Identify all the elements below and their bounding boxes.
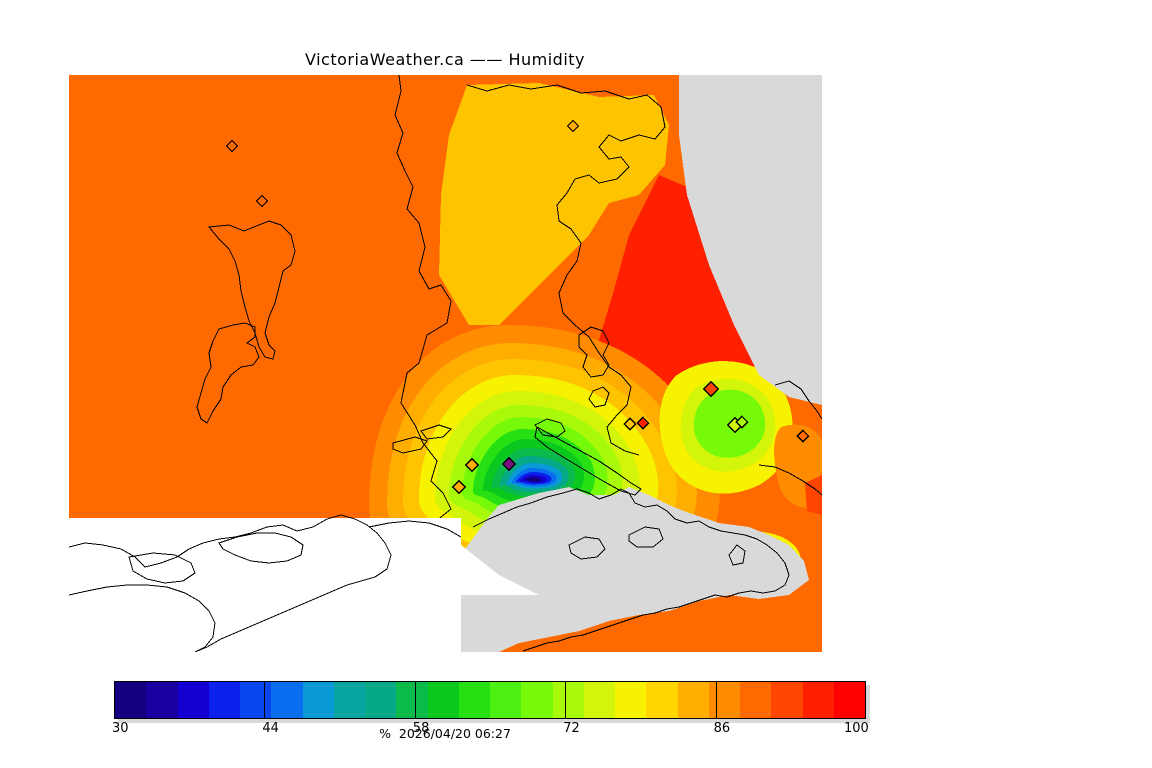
colorbar: 30 44 58 72 86 100	[112, 681, 870, 736]
coast-inlet-1	[578, 326, 610, 378]
coast-mainland-west	[394, 75, 452, 542]
coast-east-point	[774, 380, 822, 420]
colorbar-tick	[565, 681, 567, 719]
colorbar-band-6	[302, 682, 334, 718]
colorbar-band-5	[271, 682, 303, 718]
colorbar-band-4	[240, 682, 272, 718]
colorbar-band-11	[458, 682, 490, 718]
colorbar-band-1	[146, 682, 178, 718]
station-marker[interactable]	[566, 119, 580, 133]
colorbar-band-8	[365, 682, 397, 718]
colorbar-band-22	[802, 682, 834, 718]
colorbar-band-13	[521, 682, 553, 718]
coast-north-peninsula	[466, 84, 666, 456]
station-marker[interactable]	[225, 139, 239, 153]
coast-spit-3	[420, 424, 452, 440]
land-south-island	[389, 487, 809, 652]
coastlines-sw-overlay	[69, 514, 462, 652]
colorbar-band-19	[708, 682, 740, 718]
coast-east-shore	[758, 464, 822, 496]
ring-34-core	[525, 477, 542, 482]
coast-bay-2	[628, 526, 664, 548]
page-title: VictoriaWeather.ca —— Humidity	[304, 50, 586, 69]
colorbar-tick	[264, 681, 266, 719]
colorbar-band-7	[333, 682, 365, 718]
coast-spit-2	[534, 418, 566, 438]
coast-channel	[534, 426, 642, 496]
colorbar-band-14	[552, 682, 584, 718]
station-marker[interactable]	[464, 457, 480, 473]
colorbar-tick-label: 30	[112, 721, 129, 736]
station-marker[interactable]	[623, 417, 637, 431]
colorbar-tick-label: 86	[713, 721, 731, 736]
colorbar-tick-label: 44	[262, 721, 279, 736]
colorbar-band-10	[427, 682, 459, 718]
station-markers[interactable]	[225, 119, 810, 495]
humidity-contour-map[interactable]	[69, 75, 822, 652]
colorbar-band-21	[771, 682, 803, 718]
coast-spit-1	[392, 436, 428, 454]
colorbar-units-timestamp: % 2026/04/20 06:27	[379, 726, 511, 741]
colorbar-tick	[414, 681, 416, 719]
station-marker[interactable]	[735, 415, 749, 429]
colorbar-band-20	[740, 682, 772, 718]
colorbar-tick-label: 58	[412, 721, 430, 736]
coast-south-island-north	[472, 488, 790, 652]
colorbar-tick	[715, 681, 717, 719]
colorbar-tick-label: 72	[563, 721, 580, 736]
station-marker[interactable]	[796, 429, 810, 443]
coast-island-south	[196, 322, 260, 424]
colorbar-band-0	[115, 682, 147, 718]
colorbar-tick-label: 100	[844, 721, 869, 736]
station-marker[interactable]	[451, 479, 467, 495]
landmasses	[389, 75, 822, 652]
colorbar-band-9	[396, 682, 428, 718]
map-plot-area[interactable]	[69, 75, 822, 652]
field-band-north-gold	[439, 83, 669, 325]
colorbar-band-2	[177, 682, 209, 718]
nodata-region-sw-edge	[461, 518, 539, 595]
colorbar-gradient[interactable]	[114, 681, 866, 719]
colorbar-band-12	[490, 682, 522, 718]
colorbar-band-18	[677, 682, 709, 718]
land-ne-mainland	[679, 75, 822, 405]
station-marker[interactable]	[702, 380, 720, 398]
coast-bay-3	[728, 544, 746, 566]
coast-island-north	[208, 220, 296, 360]
colorbar-band-16	[615, 682, 647, 718]
colorbar-band-3	[208, 682, 240, 718]
station-marker[interactable]	[255, 194, 269, 208]
station-marker[interactable]	[636, 416, 650, 430]
coast-inlet-2	[588, 386, 610, 408]
station-marker[interactable]	[501, 456, 517, 472]
colorbar-band-15	[583, 682, 615, 718]
colorbar-band-23	[833, 682, 865, 718]
coast-bay-1	[568, 536, 606, 560]
colorbar-band-17	[646, 682, 678, 718]
field-band-west-ocean	[69, 75, 451, 518]
